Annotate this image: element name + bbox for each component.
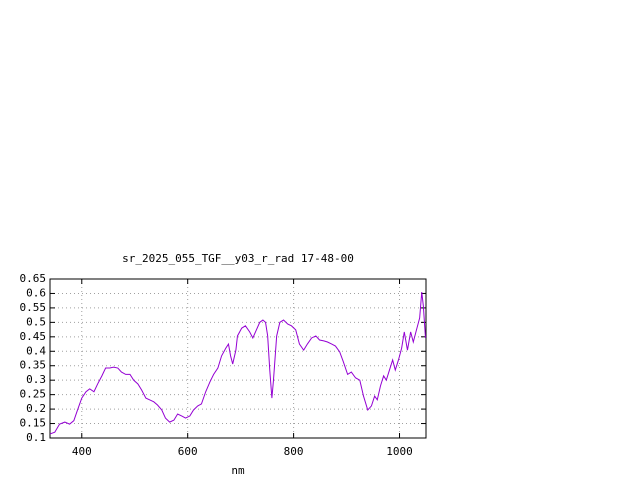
y-tick-label: 0.55 [20,301,47,314]
x-tick-label: 400 [72,445,92,458]
y-tick-label: 0.35 [20,359,47,372]
x-axis-label: nm [231,464,245,477]
chart-title: sr_2025_055_TGF__y03_r_rad 17-48-00 [122,252,354,265]
x-tick-label: 800 [284,445,304,458]
y-tick-label: 0.4 [26,344,46,357]
y-tick-label: 0.3 [26,373,46,386]
y-tick-label: 0.65 [20,272,47,285]
y-tick-label: 0.5 [26,315,46,328]
data-line [49,291,426,435]
y-tick-label: 0.1 [26,431,46,444]
y-tick-label: 0.25 [20,388,47,401]
y-tick-label: 0.15 [20,417,47,430]
x-tick-label: 600 [178,445,198,458]
plot-frame [49,278,427,439]
y-tick-label: 0.6 [26,286,46,299]
y-tick-label: 0.2 [26,402,46,415]
y-tick-label: 0.45 [20,330,47,343]
x-tick-label: 1000 [386,445,413,458]
